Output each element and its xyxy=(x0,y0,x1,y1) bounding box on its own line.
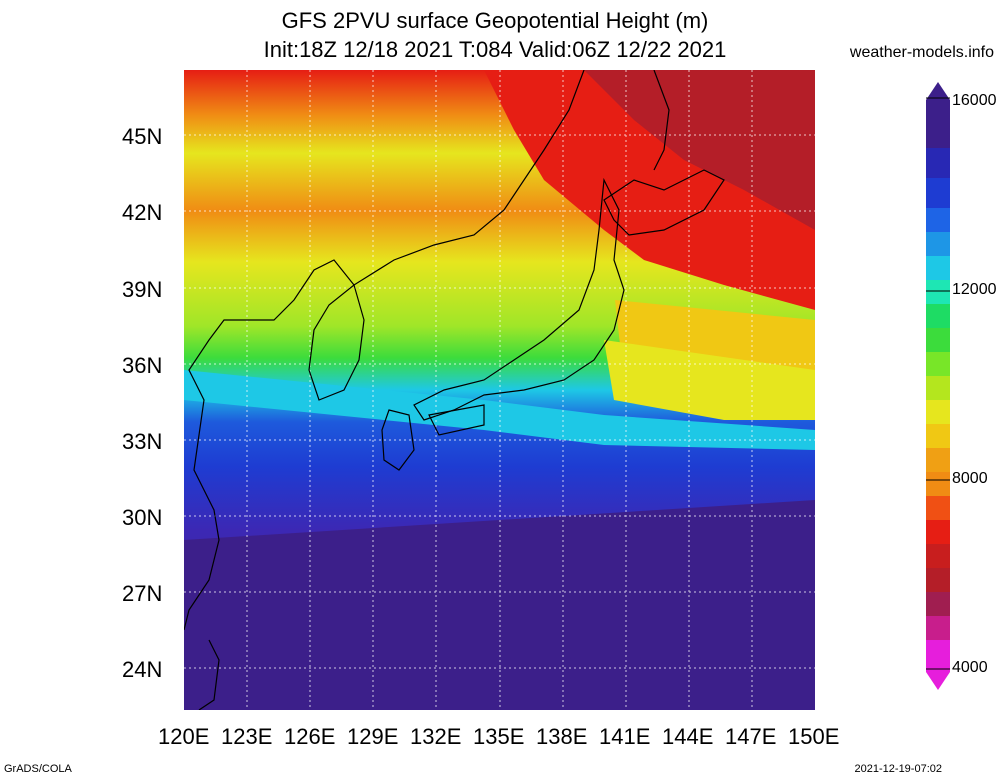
colorbar-segments xyxy=(926,100,950,672)
lat-label: 39N xyxy=(122,277,163,302)
coastlines xyxy=(184,70,725,710)
lon-label: 126E xyxy=(284,724,336,749)
footer-timestamp: 2021-12-19-07:02 xyxy=(854,763,942,775)
lon-label: 141E xyxy=(599,724,651,749)
footer-software-label: GrADS/COLA xyxy=(4,763,72,775)
colorbar-label: 12000 xyxy=(952,281,997,298)
lat-label: 24N xyxy=(122,657,163,682)
colorbar-label: 16000 xyxy=(952,92,997,109)
map-subtitle: Init:18Z 12/18 2021 T:084 Valid:06Z 12/2… xyxy=(263,37,727,62)
lat-label: 42N xyxy=(122,200,163,225)
map-title: GFS 2PVU surface Geopotential Height (m) xyxy=(281,8,709,33)
geopotential-map xyxy=(184,70,815,710)
lon-label: 129E xyxy=(347,724,399,749)
lat-label: 27N xyxy=(122,581,163,606)
lon-label: 150E xyxy=(788,724,840,749)
high-lat-darkred-region xyxy=(584,70,815,230)
gridlines xyxy=(184,70,815,710)
lat-label: 30N xyxy=(122,505,163,530)
east-yellow-tongue xyxy=(604,340,815,420)
lon-label: 135E xyxy=(473,724,525,749)
lon-label: 138E xyxy=(536,724,588,749)
colorbar-label: 4000 xyxy=(952,659,988,676)
lon-label: 147E xyxy=(725,724,777,749)
colorbar xyxy=(926,82,950,690)
lat-label: 36N xyxy=(122,353,163,378)
site-label: weather-models.info xyxy=(849,44,994,61)
lat-label: 45N xyxy=(122,124,163,149)
colorbar-top-arrow xyxy=(926,82,950,100)
lon-label: 144E xyxy=(662,724,714,749)
colorbar-label: 8000 xyxy=(952,470,988,487)
lat-label: 33N xyxy=(122,429,163,454)
lon-label: 123E xyxy=(221,724,273,749)
lon-label: 132E xyxy=(410,724,462,749)
colorbar-bottom-arrow xyxy=(926,672,950,690)
lon-label: 120E xyxy=(158,724,210,749)
